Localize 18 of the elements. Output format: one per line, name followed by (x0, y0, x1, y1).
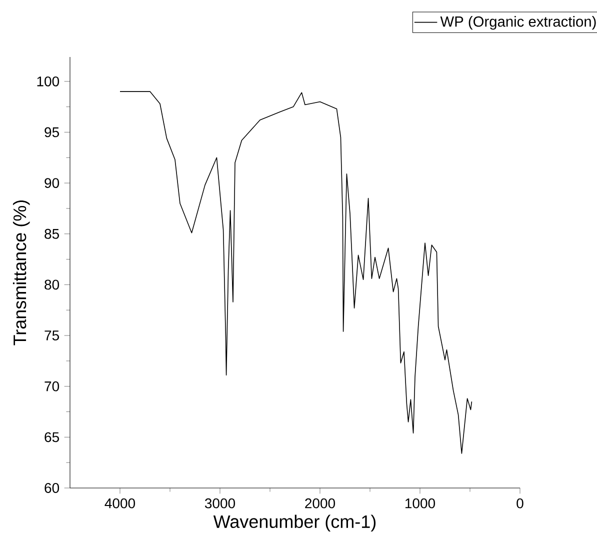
x-tick-label: 3000 (204, 498, 236, 508)
x-tick-label: 0 (516, 498, 524, 508)
y-tick-label: 100 (37, 76, 60, 86)
x-tick-label: 1000 (405, 498, 436, 508)
y-tick-label: 85 (44, 228, 59, 239)
y-tick-label: 70 (44, 381, 60, 392)
legend-label: WP (Organic extraction) (440, 16, 596, 30)
y-tick-label: 95 (44, 127, 59, 138)
x-axis-title: Wavenumber (cm-1) (213, 514, 376, 532)
x-tick-label: 4000 (104, 498, 136, 508)
y-tick-label: 60 (44, 483, 60, 493)
y-tick-label: 65 (44, 432, 59, 442)
y-tick-label: 80 (44, 280, 60, 290)
line-series (120, 91, 472, 454)
y-tick-label: 75 (44, 330, 59, 340)
y-tick-label: 90 (44, 178, 60, 188)
y-axis-title: Transmittance (%) (12, 200, 30, 346)
x-tick-label: 2000 (305, 498, 336, 508)
